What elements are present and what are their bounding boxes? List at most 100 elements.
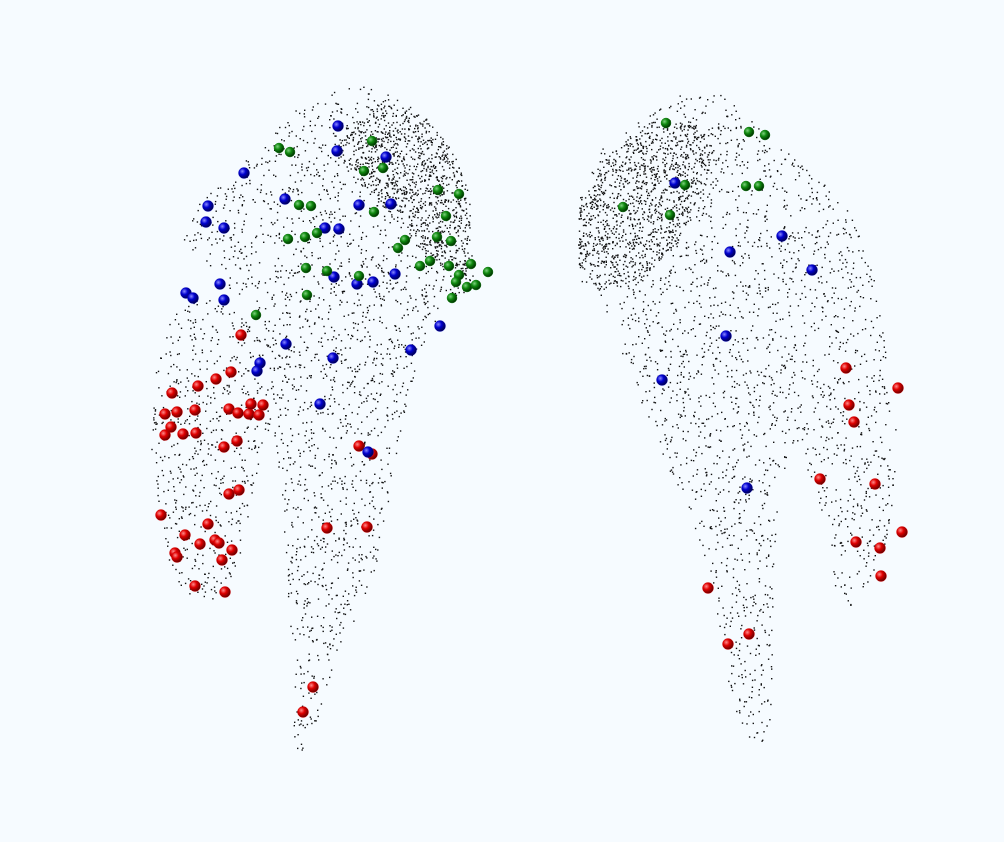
left-green-landmark-marker[interactable] (368, 206, 380, 218)
left-blue-landmark-marker[interactable] (200, 216, 212, 228)
left-red-landmark-marker[interactable] (233, 484, 245, 496)
left-red-landmark-marker[interactable] (297, 706, 309, 718)
left-blue-landmark-marker[interactable] (314, 398, 326, 410)
left-red-landmark-marker[interactable] (179, 529, 191, 541)
left-green-landmark-marker[interactable] (250, 309, 262, 321)
left-red-landmark-marker[interactable] (231, 435, 243, 447)
left-green-landmark-marker[interactable] (440, 210, 452, 222)
left-green-landmark-marker[interactable] (377, 162, 389, 174)
point-cloud-dot (251, 276, 253, 278)
left-red-landmark-marker[interactable] (219, 586, 231, 598)
left-green-landmark-marker[interactable] (358, 165, 370, 177)
left-red-landmark-marker[interactable] (225, 366, 237, 378)
left-green-landmark-marker[interactable] (299, 231, 311, 243)
left-red-landmark-marker[interactable] (210, 373, 222, 385)
left-green-landmark-marker[interactable] (399, 234, 411, 246)
left-blue-landmark-marker[interactable] (362, 446, 374, 458)
left-red-landmark-marker[interactable] (159, 408, 171, 420)
left-blue-landmark-marker[interactable] (380, 151, 392, 163)
point-cloud-dot (772, 303, 774, 305)
left-blue-landmark-marker[interactable] (280, 338, 292, 350)
left-red-landmark-marker[interactable] (189, 580, 201, 592)
left-green-landmark-marker[interactable] (282, 233, 294, 245)
left-green-landmark-marker[interactable] (392, 242, 404, 254)
left-green-landmark-marker[interactable] (293, 199, 305, 211)
left-green-landmark-marker[interactable] (305, 200, 317, 212)
left-red-landmark-marker[interactable] (190, 427, 202, 439)
left-green-landmark-marker[interactable] (273, 142, 285, 154)
left-green-landmark-marker[interactable] (446, 292, 458, 304)
left-green-landmark-marker[interactable] (470, 279, 482, 291)
left-red-landmark-marker[interactable] (243, 408, 255, 420)
left-green-landmark-marker[interactable] (445, 235, 457, 247)
left-red-landmark-marker[interactable] (216, 554, 228, 566)
left-red-landmark-marker[interactable] (202, 518, 214, 530)
left-blue-landmark-marker[interactable] (333, 223, 345, 235)
left-green-landmark-marker[interactable] (482, 266, 494, 278)
left-red-landmark-marker[interactable] (226, 544, 238, 556)
left-green-landmark-marker[interactable] (424, 255, 436, 267)
left-red-landmark-marker[interactable] (245, 398, 257, 410)
point-cloud-dot (735, 330, 737, 332)
left-blue-landmark-marker[interactable] (367, 276, 379, 288)
left-red-landmark-marker[interactable] (321, 522, 333, 534)
left-red-landmark-marker[interactable] (218, 441, 230, 453)
point-cloud-dot (301, 166, 303, 168)
left-green-landmark-marker[interactable] (366, 135, 378, 147)
left-red-landmark-marker[interactable] (192, 380, 204, 392)
left-red-landmark-marker[interactable] (155, 509, 167, 521)
left-green-landmark-marker[interactable] (321, 265, 333, 277)
left-blue-landmark-marker[interactable] (218, 222, 230, 234)
left-red-landmark-marker[interactable] (257, 399, 269, 411)
left-red-landmark-marker[interactable] (159, 429, 171, 441)
left-red-landmark-marker[interactable] (223, 488, 235, 500)
left-green-landmark-marker[interactable] (284, 146, 296, 158)
left-blue-landmark-marker[interactable] (389, 268, 401, 280)
left-blue-landmark-marker[interactable] (327, 352, 339, 364)
left-blue-landmark-marker[interactable] (328, 271, 340, 283)
left-blue-landmark-marker[interactable] (279, 193, 291, 205)
left-green-landmark-marker[interactable] (443, 260, 455, 272)
left-red-landmark-marker[interactable] (189, 404, 201, 416)
left-green-landmark-marker[interactable] (414, 260, 426, 272)
left-red-landmark-marker[interactable] (165, 421, 177, 433)
left-blue-landmark-marker[interactable] (187, 292, 199, 304)
left-blue-landmark-marker[interactable] (214, 278, 226, 290)
left-red-landmark-marker[interactable] (177, 428, 189, 440)
left-blue-landmark-marker[interactable] (434, 320, 446, 332)
left-blue-landmark-marker[interactable] (385, 198, 397, 210)
left-blue-landmark-marker[interactable] (202, 200, 214, 212)
left-red-landmark-marker[interactable] (166, 387, 178, 399)
left-red-landmark-marker[interactable] (171, 551, 183, 563)
left-green-landmark-marker[interactable] (300, 262, 312, 274)
left-red-landmark-marker[interactable] (194, 538, 206, 550)
left-blue-landmark-marker[interactable] (405, 344, 417, 356)
left-blue-landmark-marker[interactable] (331, 145, 343, 157)
left-red-landmark-marker[interactable] (232, 407, 244, 419)
left-red-landmark-marker[interactable] (353, 440, 365, 452)
left-green-landmark-marker[interactable] (450, 276, 462, 288)
left-blue-landmark-marker[interactable] (319, 222, 331, 234)
left-red-landmark-marker[interactable] (235, 329, 247, 341)
left-blue-landmark-marker[interactable] (332, 120, 344, 132)
point-cloud-dot (833, 571, 835, 573)
left-green-landmark-marker[interactable] (461, 281, 473, 293)
left-blue-landmark-marker[interactable] (218, 294, 230, 306)
left-green-landmark-marker[interactable] (453, 188, 465, 200)
left-red-landmark-marker[interactable] (307, 681, 319, 693)
left-red-landmark-marker[interactable] (213, 537, 225, 549)
left-blue-landmark-marker[interactable] (353, 199, 365, 211)
left-green-landmark-marker[interactable] (311, 227, 323, 239)
point-cloud-dot (391, 183, 393, 185)
left-red-landmark-marker[interactable] (171, 406, 183, 418)
left-green-landmark-marker[interactable] (465, 258, 477, 270)
left-green-landmark-marker[interactable] (301, 289, 313, 301)
left-blue-landmark-marker[interactable] (251, 365, 263, 377)
left-green-landmark-marker[interactable] (353, 270, 365, 282)
left-green-landmark-marker[interactable] (432, 184, 444, 196)
left-red-landmark-marker[interactable] (361, 521, 373, 533)
left-green-landmark-marker[interactable] (431, 231, 443, 243)
left-red-landmark-marker[interactable] (253, 409, 265, 421)
left-blue-landmark-marker[interactable] (238, 167, 250, 179)
